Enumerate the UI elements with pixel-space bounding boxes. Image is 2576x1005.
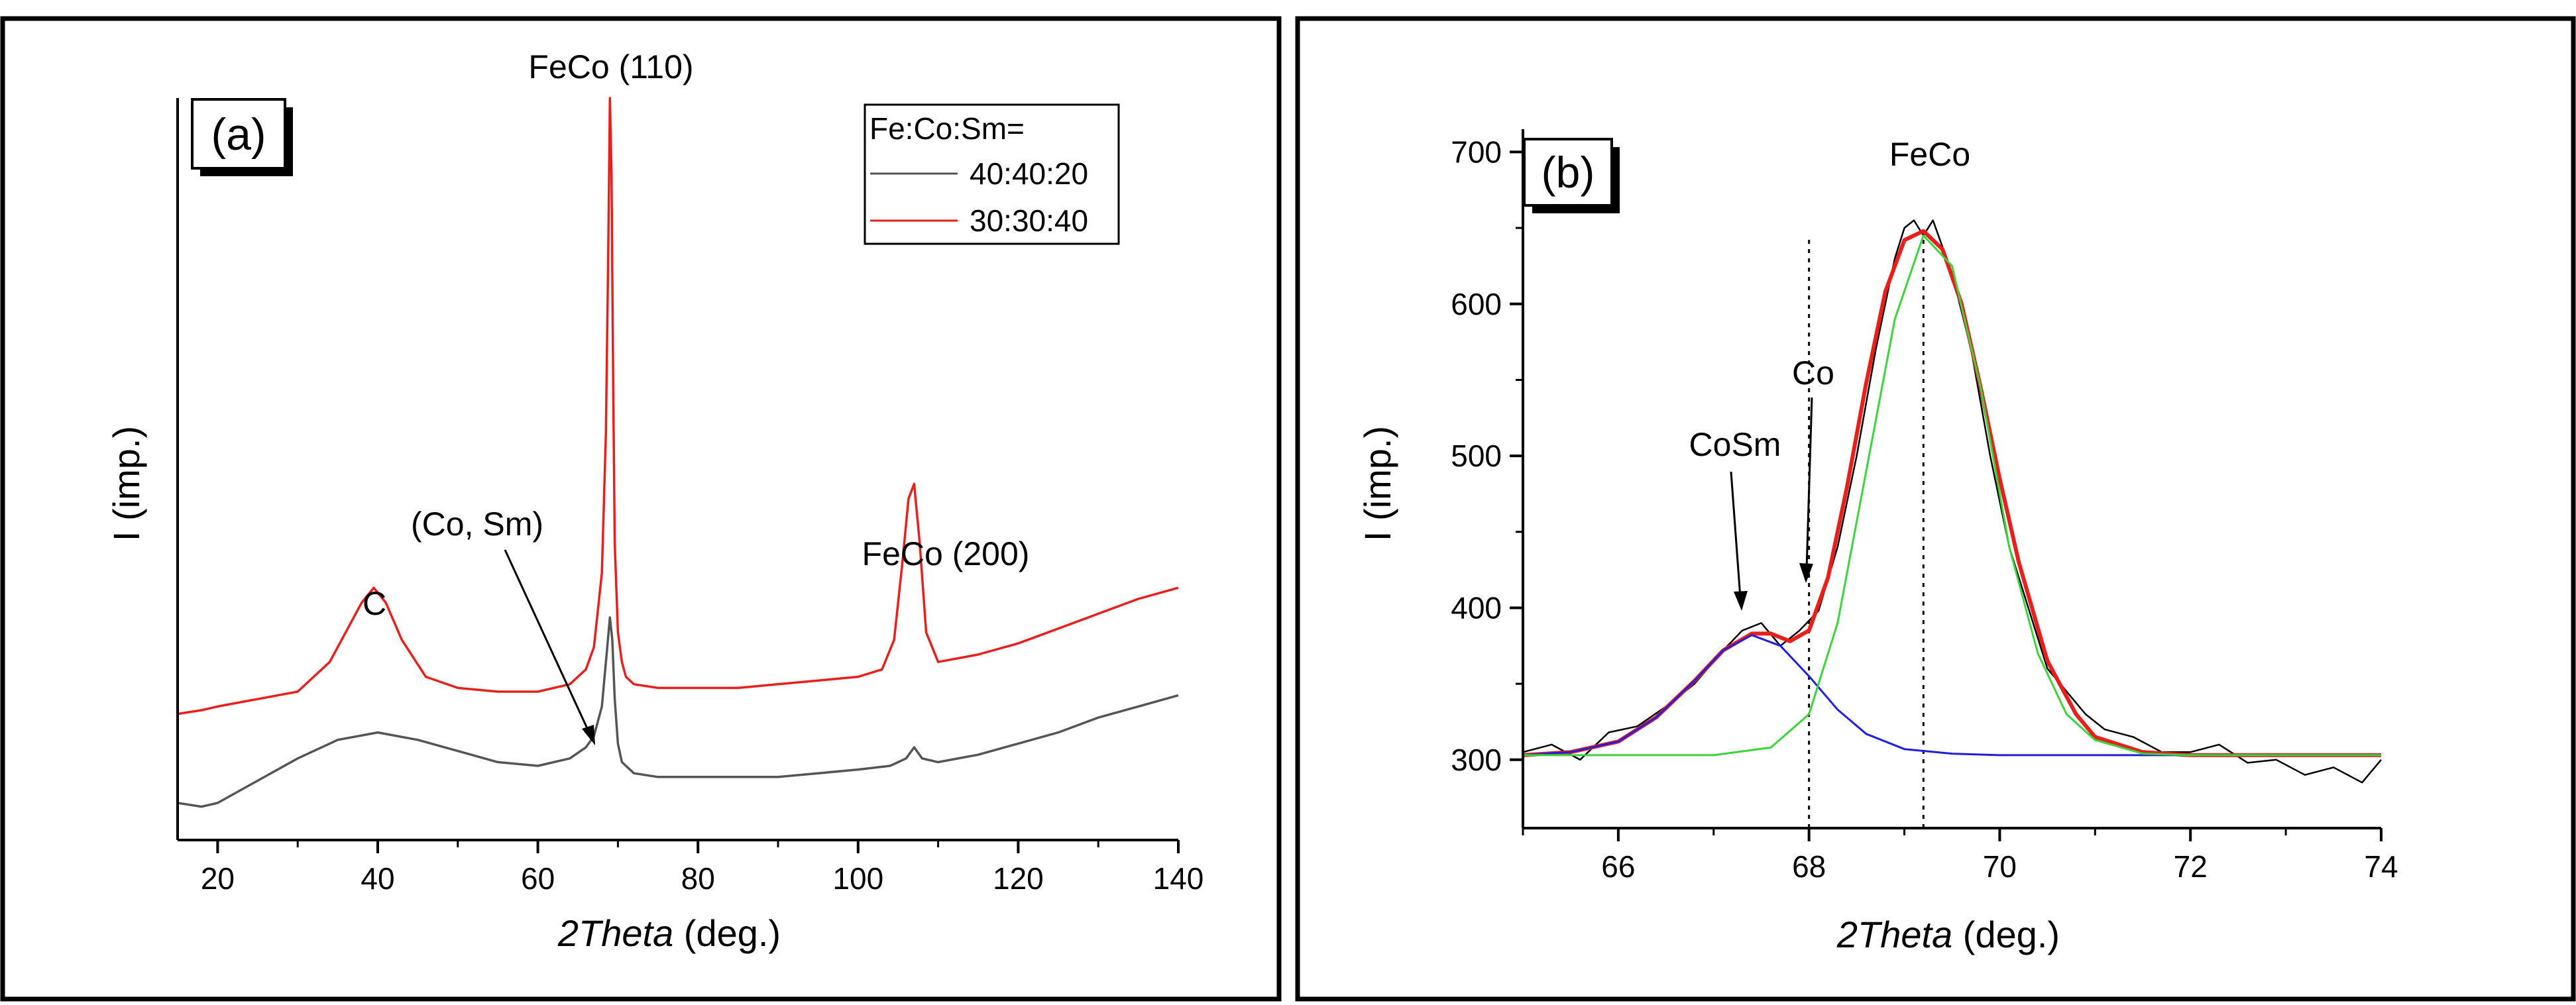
panel-b-annotation-co-arrowhead: [1799, 563, 1813, 583]
panel-b-annotation-co: Co: [1792, 354, 1834, 392]
panel-a-x-tick-label: 120: [993, 861, 1044, 896]
panel-a-x-tick-label: 80: [681, 861, 715, 896]
panel-b-annotation-co-arrow: [1805, 397, 1813, 570]
panel-b-series-fit-total: [1522, 229, 2381, 757]
panel-a-series-group: [177, 97, 1179, 808]
panel-b-x-tick-label: 72: [2174, 849, 2208, 884]
panel-a-annotation-feco110: FeCo (110): [528, 48, 693, 85]
panel-a-annotation-co-sm-arrow: [504, 549, 591, 735]
panel-a-legend-title: Fe:Co:Sm=: [869, 111, 1025, 146]
panel-b-series-measured: [1522, 219, 2382, 784]
panel-a-x-ticks: 20 40 60 80 100 120 140: [201, 840, 1204, 896]
panel-b-series-group: [1522, 219, 2382, 784]
panel-a-x-tick-label: 20: [201, 861, 235, 896]
panel-b-axes: [1522, 129, 2381, 829]
panel-b-x-axis-label: 2Theta (deg.): [1836, 914, 2060, 955]
panel-b-y-tick-label: 500: [1451, 439, 1502, 473]
panel-a-annotation-co-sm: (Co, Sm): [411, 505, 543, 543]
panel-a-x-tick-label: 40: [361, 861, 394, 896]
panel-b-annotation-cosm-arrowhead: [1734, 591, 1748, 611]
panel-a-x-tick-label: 60: [521, 861, 555, 896]
panel-a-frame: [0, 16, 1282, 1002]
panel-a-label: (a): [211, 109, 266, 160]
panel-a-x-tick-label: 100: [832, 861, 883, 896]
panel-a-annotation-c: C: [363, 585, 386, 622]
panel-b-y-tick-label: 400: [1451, 590, 1502, 625]
panel-a-series-1-line: [177, 616, 1179, 808]
panel-b-x-tick-label: 68: [1792, 849, 1826, 884]
panel-a: 20 40 60 80 100 120 140 (a) Fe:Co:Sm= 40:40:20…: [105, 48, 1204, 954]
panel-b-y-tick-label: 300: [1451, 743, 1502, 777]
panel-b-annotation-cosm: CoSm: [1689, 426, 1781, 463]
panel-b-series-component-CoSm: [1522, 634, 2381, 757]
panel-b-frame: [1295, 16, 2576, 1002]
panel-a-legend-label-2: 30:30:40: [970, 203, 1088, 238]
panel-a-annotation-co-sm-arrowhead: [582, 725, 595, 745]
panel-a-annotation-feco200: FeCo (200): [862, 535, 1030, 572]
panel-b-label: (b): [1541, 148, 1595, 197]
panel-b-y-ticks: 300 400 500 600 700: [1451, 134, 1523, 777]
panel-b-x-tick-label: 74: [2364, 849, 2398, 884]
panel-b-reference-lines: [1808, 235, 1925, 828]
panel-b-label-box: [1523, 138, 1613, 207]
panel-b: 66 68 70 72 74 300 400 500 600 700 (b) FeCo Co C…: [1357, 129, 2398, 955]
panel-a-series-2-line: [177, 97, 1179, 715]
panel-b-series-component-FeCo: [1523, 235, 2381, 757]
panel-b-y-axis-label: I (imp.): [1357, 426, 1398, 541]
panel-b-y-tick-label: 600: [1451, 287, 1502, 321]
panel-b-annotation-cosm-arrow: [1730, 471, 1742, 598]
panel-a-axes: [176, 98, 1178, 841]
panel-b-y-tick-label: 700: [1451, 134, 1502, 169]
panel-a-legend-label-1: 40:40:20: [970, 156, 1088, 191]
panel-a-x-tick-label: 140: [1153, 861, 1204, 896]
panel-b-x-tick-label: 70: [1983, 849, 2017, 884]
panel-a-y-axis-label: I (imp.): [105, 426, 147, 541]
panel-a-x-axis-label: 2Theta (deg.): [557, 912, 781, 954]
panel-a-label-box: [191, 98, 286, 170]
panel-b-annotation-feco: FeCo: [1889, 136, 1970, 173]
panel-b-x-ticks: 66 68 70 72 74: [1522, 828, 2398, 884]
panel-b-x-tick-label: 66: [1601, 849, 1635, 884]
